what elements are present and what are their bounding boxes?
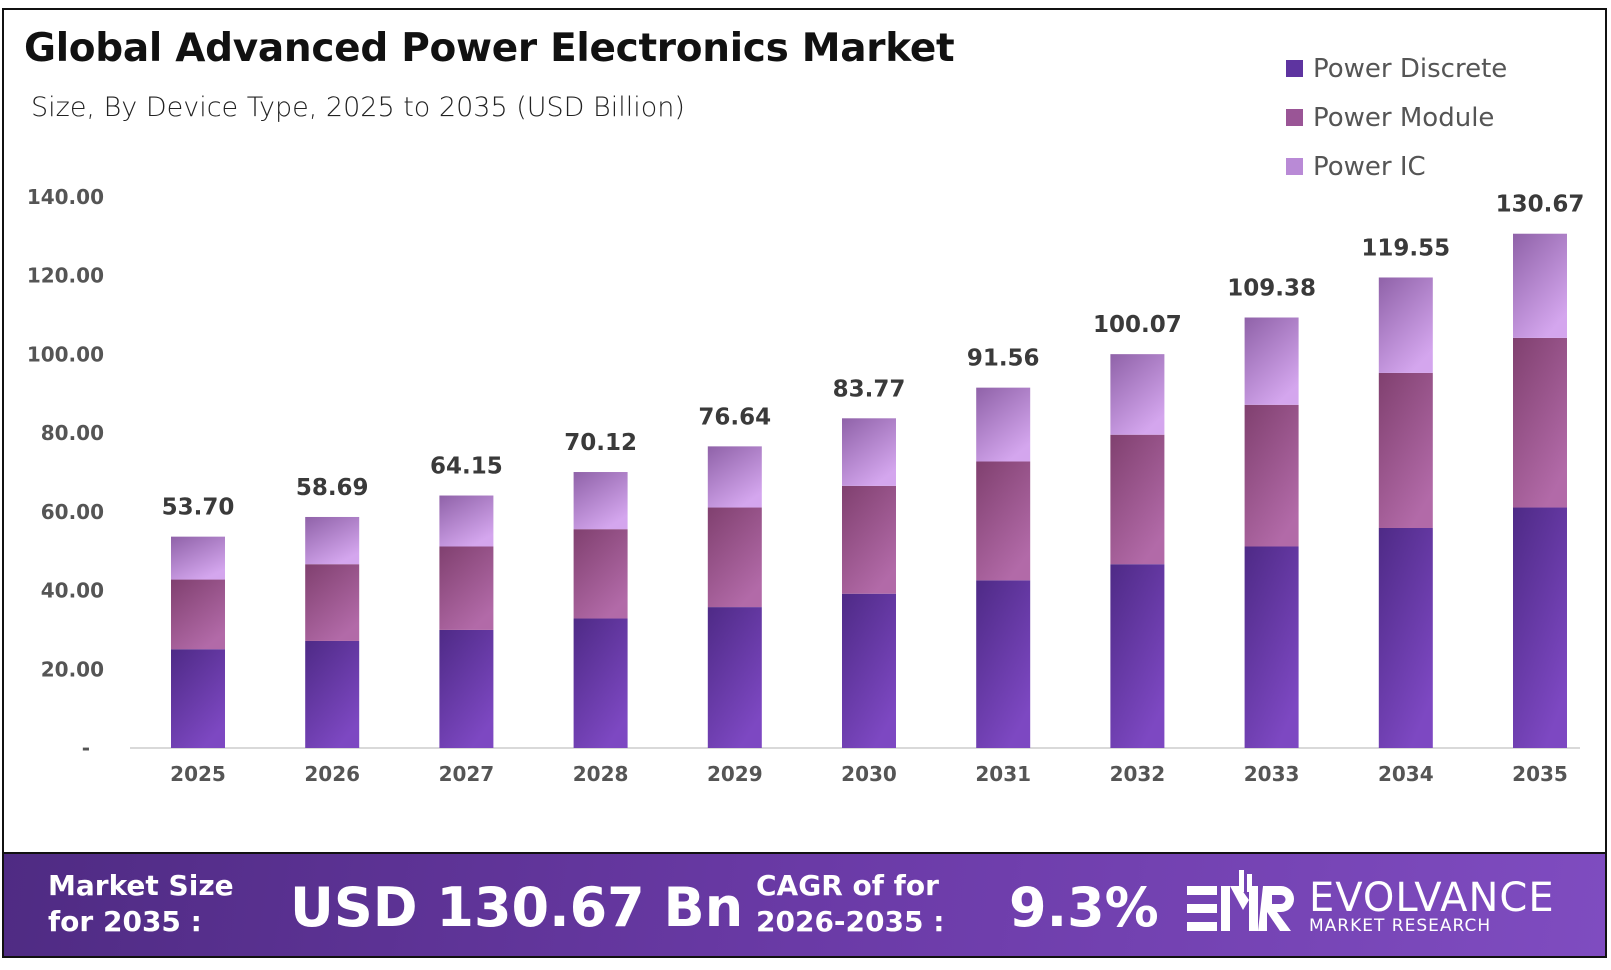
x-tick-label-2035: 2035 xyxy=(1512,762,1568,786)
total-label-2030: 83.77 xyxy=(833,376,906,402)
x-tick-label-2030: 2030 xyxy=(841,762,897,786)
bar-segment-power-module-2028 xyxy=(573,529,628,619)
x-tick-label-2029: 2029 xyxy=(707,762,763,786)
total-label-2033: 109.38 xyxy=(1227,276,1316,302)
bar-segment-power-discrete-2029 xyxy=(707,607,762,748)
bar-segment-power-discrete-2025 xyxy=(171,649,225,748)
y-tick-label: 40.00 xyxy=(41,579,104,603)
x-tick-label-2025: 2025 xyxy=(170,762,226,786)
legend: Power Discrete Power Module Power IC xyxy=(1286,44,1507,191)
bar-segment-power-discrete-2030 xyxy=(842,593,896,748)
bar-segment-power-discrete-2034 xyxy=(1378,527,1433,748)
total-label-2029: 76.64 xyxy=(698,404,771,430)
y-tick-label: 140.00 xyxy=(27,185,104,209)
bar-segment-power-ic-2034 xyxy=(1378,277,1433,373)
y-tick-label: 100.00 xyxy=(27,342,104,366)
bar-segment-power-ic-2033 xyxy=(1244,317,1299,405)
bar-segment-power-module-2025 xyxy=(171,579,225,650)
legend-item-power-ic: Power IC xyxy=(1286,142,1507,191)
summary-banner: Market Size for 2035 : USD 130.67 Bn CAG… xyxy=(2,852,1607,958)
bar-segment-power-ic-2025 xyxy=(171,536,225,580)
market-size-label: Market Size for 2035 : xyxy=(48,868,234,940)
y-tick-label: 20.00 xyxy=(41,657,104,681)
total-label-2035: 130.67 xyxy=(1496,192,1585,218)
legend-swatch xyxy=(1286,158,1303,175)
x-tick-label-2033: 2033 xyxy=(1244,762,1300,786)
bar-segment-power-ic-2031 xyxy=(976,387,1031,462)
bar-segment-power-discrete-2027 xyxy=(439,629,494,748)
y-tick-label: 60.00 xyxy=(41,500,104,524)
x-tick-label-2034: 2034 xyxy=(1378,762,1434,786)
bar-segment-power-module-2027 xyxy=(439,546,494,630)
x-tick-label-2032: 2032 xyxy=(1110,762,1166,786)
total-label-2026: 58.69 xyxy=(296,475,369,501)
bar-segment-power-ic-2032 xyxy=(1110,354,1165,435)
total-label-2031: 91.56 xyxy=(967,346,1040,372)
bar-segment-power-module-2034 xyxy=(1378,372,1433,528)
x-tick-label-2031: 2031 xyxy=(975,762,1031,786)
bar-segment-power-module-2029 xyxy=(707,507,762,608)
bar-segment-power-module-2026 xyxy=(305,564,360,641)
y-tick-label: - xyxy=(82,736,90,760)
total-label-2028: 70.12 xyxy=(564,430,637,456)
bar-chart: - 20.00 40.00 60.00 80.00 100.00 120.00 140.00 5… xyxy=(27,185,1585,786)
bar-segment-power-discrete-2032 xyxy=(1110,564,1165,748)
x-tick-label-2028: 2028 xyxy=(573,762,629,786)
bar-segment-power-module-2035 xyxy=(1513,337,1567,508)
total-label-2027: 64.15 xyxy=(430,454,503,480)
bar-segment-power-ic-2035 xyxy=(1513,233,1567,338)
legend-label: Power Discrete xyxy=(1313,53,1508,84)
evolvance-logo: EVOLVANCE MARKET RESEARCH xyxy=(1187,870,1555,942)
bar-segment-power-discrete-2033 xyxy=(1244,546,1299,748)
bar-segment-power-module-2033 xyxy=(1244,404,1299,547)
bar-segment-power-discrete-2028 xyxy=(573,618,628,748)
x-tick-label-2026: 2026 xyxy=(304,762,360,786)
logo-subtitle: MARKET RESEARCH xyxy=(1309,915,1492,936)
total-label-2034: 119.55 xyxy=(1361,235,1450,261)
cagr-label-line1: CAGR of for xyxy=(756,869,939,902)
market-size-label-line1: Market Size xyxy=(48,869,234,902)
market-size-label-line2: for 2035 : xyxy=(48,905,202,938)
cagr-label: CAGR of for 2026-2035 : xyxy=(756,868,944,940)
y-tick-label: 80.00 xyxy=(41,421,104,445)
bar-segment-power-discrete-2031 xyxy=(976,580,1031,748)
chart-title: Global Advanced Power Electronics Market xyxy=(24,26,955,71)
cagr-value: 9.3% xyxy=(1009,876,1159,939)
total-label-2025: 53.70 xyxy=(162,495,235,521)
legend-item-power-module: Power Module xyxy=(1286,93,1507,142)
bar-segment-power-discrete-2026 xyxy=(305,640,360,748)
bar-segment-power-module-2031 xyxy=(976,461,1031,581)
emr-logo-mark-icon xyxy=(1187,870,1294,931)
legend-item-power-discrete: Power Discrete xyxy=(1286,44,1507,93)
logo-name: EVOLVANCE xyxy=(1309,874,1555,921)
bar-segment-power-ic-2027 xyxy=(439,495,494,547)
cagr-label-line2: 2026-2035 : xyxy=(756,905,945,938)
legend-label: Power IC xyxy=(1313,151,1426,182)
bar-segment-power-module-2032 xyxy=(1110,434,1165,565)
bar-segment-power-ic-2030 xyxy=(842,418,896,486)
market-size-value: USD 130.67 Bn xyxy=(290,876,744,939)
y-tick-label: 120.00 xyxy=(27,264,104,288)
bar-segment-power-ic-2028 xyxy=(573,472,628,530)
legend-swatch xyxy=(1286,60,1303,77)
bar-segment-power-module-2030 xyxy=(842,485,896,594)
bar-segment-power-ic-2026 xyxy=(305,516,360,565)
legend-swatch xyxy=(1286,109,1303,126)
x-tick-label-2027: 2027 xyxy=(439,762,495,786)
legend-label: Power Module xyxy=(1313,102,1495,133)
chart-subtitle: Size, By Device Type, 2025 to 2035 (USD … xyxy=(31,92,685,123)
bar-segment-power-discrete-2035 xyxy=(1513,507,1567,748)
bar-segment-power-ic-2029 xyxy=(707,446,762,508)
total-label-2032: 100.07 xyxy=(1093,312,1182,338)
